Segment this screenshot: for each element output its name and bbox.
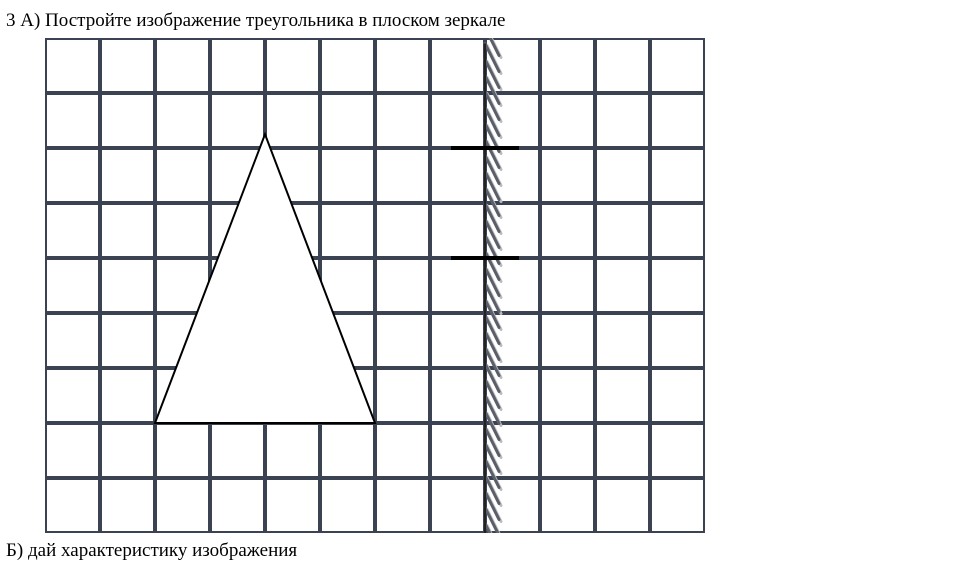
question-a-text: 3 А) Постройте изображение треугольника …	[6, 10, 505, 32]
question-b-text: Б) дай характеристику изображения	[6, 540, 297, 562]
page: 3 А) Постройте изображение треугольника …	[0, 0, 954, 565]
mirror-diagram	[45, 38, 705, 533]
